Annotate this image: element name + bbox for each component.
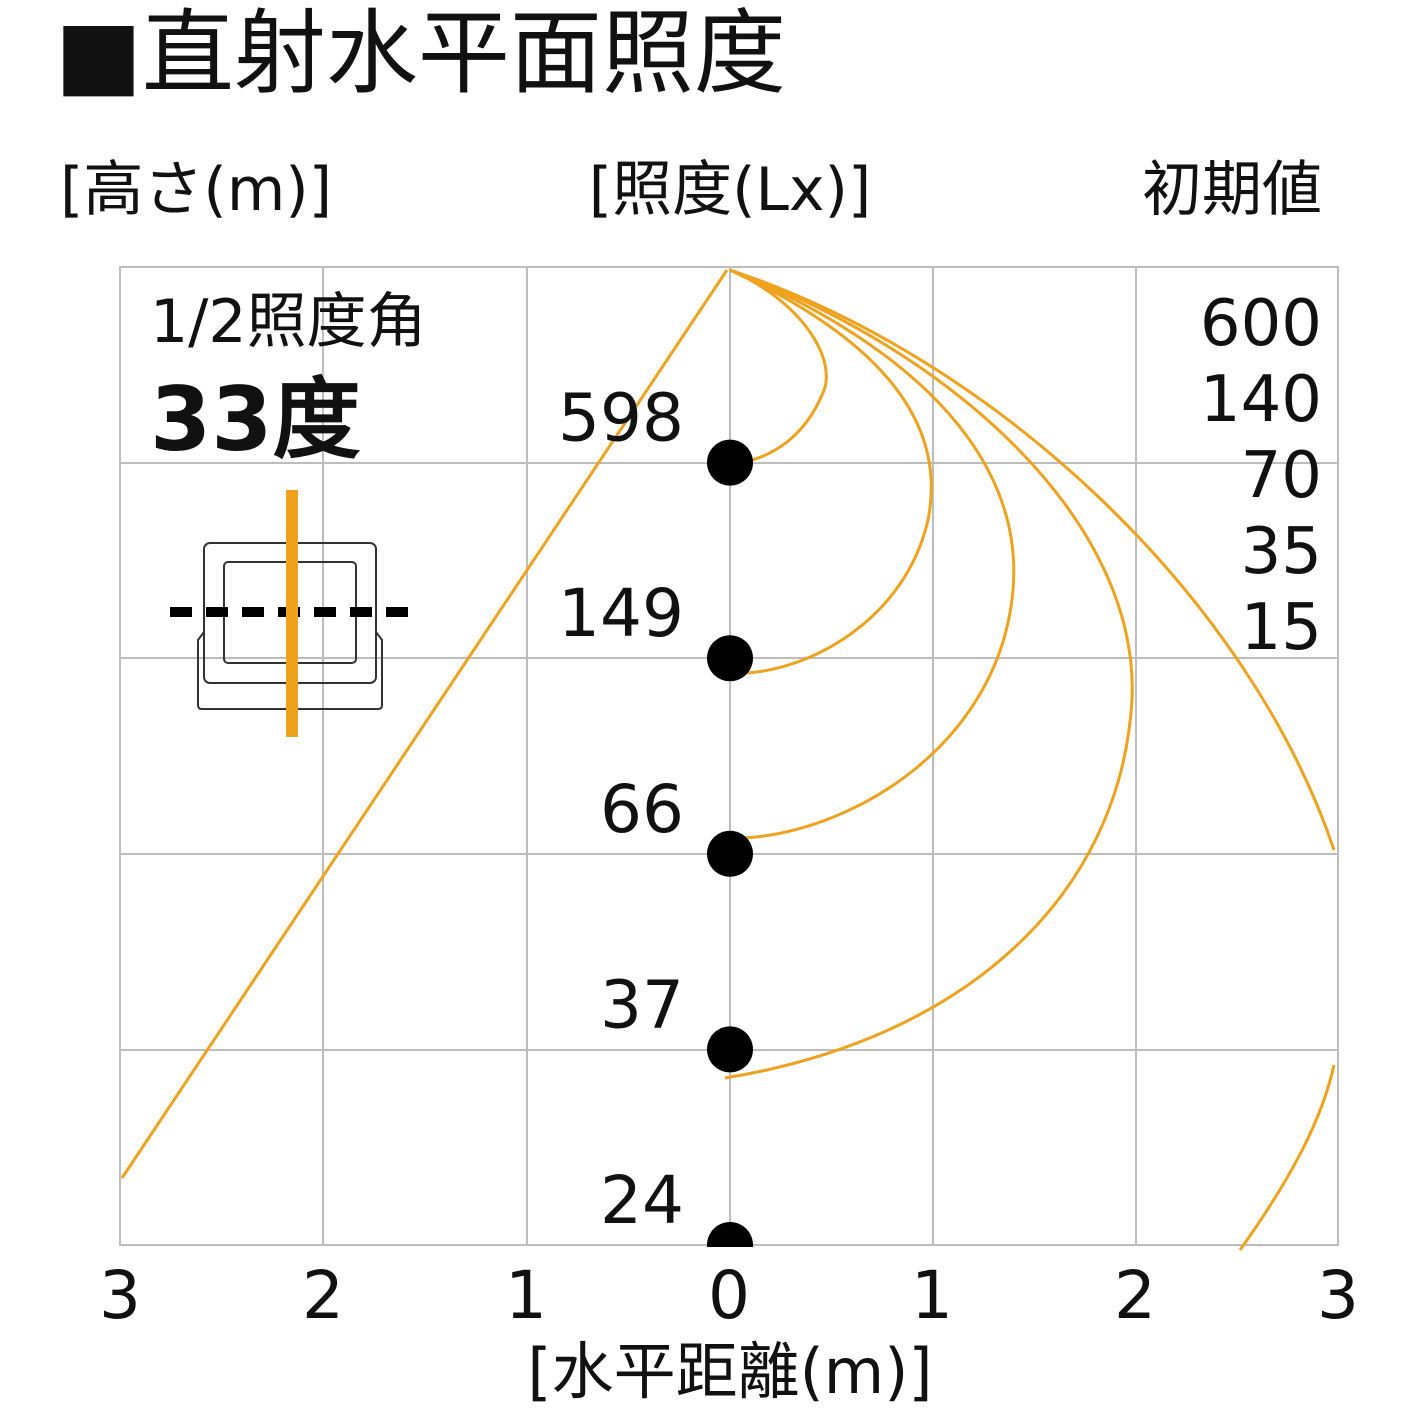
x-tick-label: 0 (708, 1257, 750, 1334)
title: ■直射水平面照度 (55, 0, 786, 107)
initial-label: 初期値 (1142, 155, 1322, 225)
beam-angle-label: 1/2照度角 (150, 287, 427, 357)
x-tick-label: 3 (99, 1257, 141, 1334)
contour-label: 140 (1200, 363, 1322, 437)
point (707, 635, 753, 682)
mask (690, 1247, 770, 1277)
x-tick-label: 1 (911, 1257, 953, 1334)
point-lux: 149 (558, 575, 684, 652)
beam-angle-value: 33度 (150, 368, 360, 471)
height-label: [高さ(m)] (60, 155, 332, 225)
lux-label: [照度(Lx)] (589, 155, 872, 225)
contour-label: 70 (1241, 439, 1322, 513)
point-lux: 37 (600, 966, 684, 1043)
point (707, 1026, 753, 1073)
contour-label: 600 (1200, 287, 1322, 361)
x-tick-label: 1 (505, 1257, 547, 1334)
x-tick-label: 3 (1317, 1257, 1359, 1334)
point-lux: 24 (600, 1162, 684, 1239)
lamp-icon (170, 490, 418, 737)
contour-label: 35 (1241, 515, 1322, 589)
point-lux: 66 (600, 771, 684, 848)
point-lux: 598 (558, 380, 684, 457)
x-tick-label: 2 (302, 1257, 344, 1334)
point (707, 830, 753, 877)
x-axis-label: [水平距離(m)] (527, 1335, 932, 1408)
point (707, 439, 753, 486)
x-tick-label: 2 (1114, 1257, 1156, 1334)
contours (120, 268, 1336, 1251)
contour-label: 15 (1241, 591, 1322, 665)
